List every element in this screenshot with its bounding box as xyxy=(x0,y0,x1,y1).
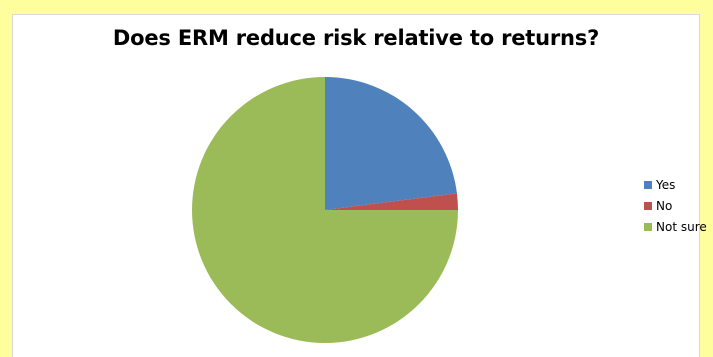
legend-label: No xyxy=(656,198,673,213)
chart-title: Does ERM reduce risk relative to returns… xyxy=(112,26,600,50)
legend-label: Yes xyxy=(656,177,676,192)
legend-item-no: No xyxy=(644,197,707,214)
pie-chart xyxy=(192,77,458,343)
legend: Yes No Not sure xyxy=(644,176,707,239)
legend-label: Not sure xyxy=(656,219,707,234)
legend-swatch xyxy=(644,201,652,210)
chart-area: Does ERM reduce risk relative to returns… xyxy=(12,14,707,357)
pie-slice-yes xyxy=(325,77,457,210)
pie-slice-no xyxy=(325,193,458,210)
legend-item-not-sure: Not sure xyxy=(644,218,707,235)
legend-swatch xyxy=(644,180,652,189)
pie-slice-not-sure xyxy=(192,77,458,343)
legend-swatch xyxy=(644,222,652,231)
legend-item-yes: Yes xyxy=(644,176,707,193)
